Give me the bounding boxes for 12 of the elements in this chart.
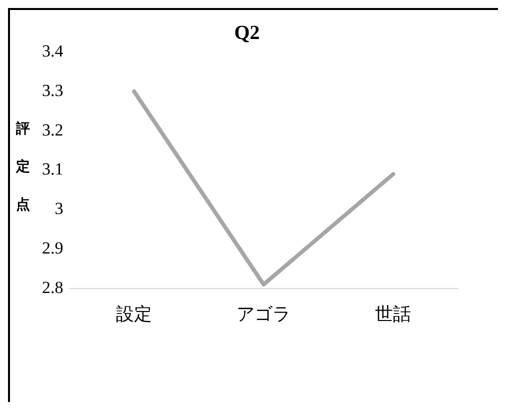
x-tick-label: 設定	[116, 304, 152, 324]
text: 評定点	[16, 121, 30, 213]
y-tick-label: 3.3	[42, 80, 64, 100]
y-tick-label: 3	[54, 199, 64, 218]
y-tick-label: 3.2	[42, 120, 64, 140]
y-tick-label: 3.4	[42, 41, 64, 60]
x-tick-label: アゴラ	[236, 304, 291, 324]
y-tick-label: 2.8	[42, 278, 64, 297]
y-tick-label: 2.9	[42, 238, 64, 258]
y-tick-label: 3.1	[42, 160, 64, 179]
x-tick-label: 世話	[375, 304, 412, 324]
chart-title: Q2	[234, 22, 260, 44]
